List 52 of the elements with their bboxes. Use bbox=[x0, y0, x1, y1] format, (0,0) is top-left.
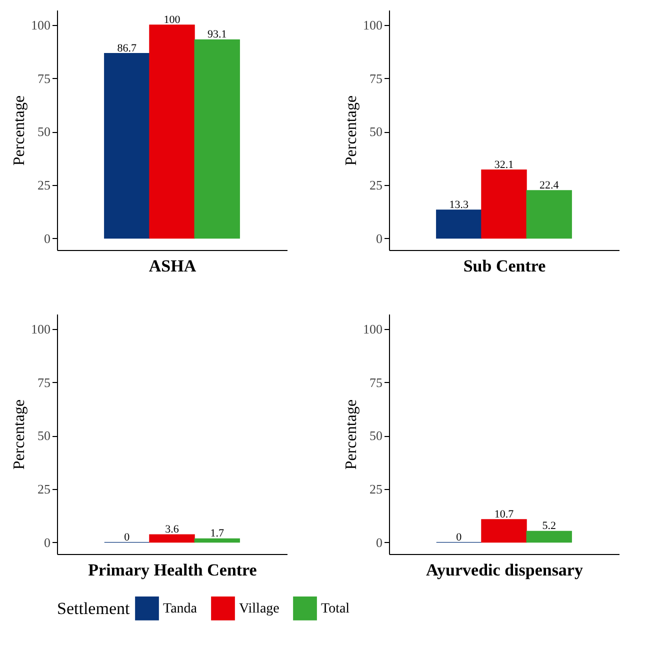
data-label: 13.3 bbox=[449, 198, 470, 211]
y-tick-label: 50 bbox=[370, 124, 382, 140]
legend-label: Tanda bbox=[163, 601, 198, 616]
y-tick-label: 0 bbox=[44, 534, 50, 550]
y-tick-label: 75 bbox=[370, 374, 382, 390]
y-tick-label: 0 bbox=[376, 230, 382, 246]
data-label: 100 bbox=[164, 14, 181, 26]
data-label: 93.1 bbox=[207, 28, 227, 41]
y-axis-title: Percentage bbox=[343, 399, 360, 470]
y-tick-label: 100 bbox=[363, 17, 382, 32]
bar bbox=[194, 39, 240, 239]
bar bbox=[149, 24, 195, 239]
x-axis-title: ASHA bbox=[148, 256, 197, 276]
y-tick-label: 25 bbox=[370, 481, 382, 496]
y-tick-label: 100 bbox=[31, 321, 50, 336]
bar bbox=[481, 519, 527, 543]
data-label: 5.2 bbox=[542, 520, 556, 532]
data-label: 3.6 bbox=[165, 524, 180, 536]
bar bbox=[104, 53, 150, 239]
y-tick-label: 50 bbox=[38, 428, 50, 444]
y-tick-label: 75 bbox=[370, 70, 382, 86]
y-axis-title: Percentage bbox=[343, 95, 360, 166]
data-label: 86.7 bbox=[117, 42, 138, 54]
y-axis-title: Percentage bbox=[11, 95, 28, 166]
data-label: 0 bbox=[124, 531, 130, 544]
y-tick-label: 25 bbox=[370, 177, 382, 192]
data-label: 0 bbox=[456, 531, 462, 544]
data-label: 10.7 bbox=[494, 508, 514, 520]
y-tick-label: 50 bbox=[370, 428, 382, 444]
y-tick-label: 0 bbox=[44, 230, 50, 246]
bar bbox=[481, 169, 527, 239]
y-tick-label: 25 bbox=[38, 177, 50, 192]
x-axis-title: Ayurvedic dispensary bbox=[426, 560, 584, 580]
y-tick-label: 0 bbox=[376, 534, 382, 550]
data-label: 22.4 bbox=[539, 179, 560, 192]
y-tick-label: 100 bbox=[363, 321, 382, 336]
x-axis-title: Primary Health Centre bbox=[88, 560, 258, 580]
legend-label: Village bbox=[239, 601, 280, 616]
y-axis-title: Percentage bbox=[11, 399, 28, 470]
data-label: 1.7 bbox=[210, 528, 224, 540]
bar bbox=[436, 210, 482, 239]
bar bbox=[526, 190, 572, 239]
y-tick-label: 100 bbox=[31, 17, 50, 32]
y-tick-label: 75 bbox=[38, 70, 50, 86]
bar bbox=[526, 530, 572, 543]
y-tick-label: 25 bbox=[38, 481, 50, 496]
legend-title: Settlement bbox=[57, 599, 130, 618]
x-axis-title: Sub Centre bbox=[463, 256, 546, 276]
y-tick-label: 75 bbox=[38, 374, 50, 390]
legend-label: Total bbox=[321, 601, 350, 616]
y-tick-label: 50 bbox=[38, 124, 50, 140]
data-label: 32.1 bbox=[494, 158, 514, 171]
